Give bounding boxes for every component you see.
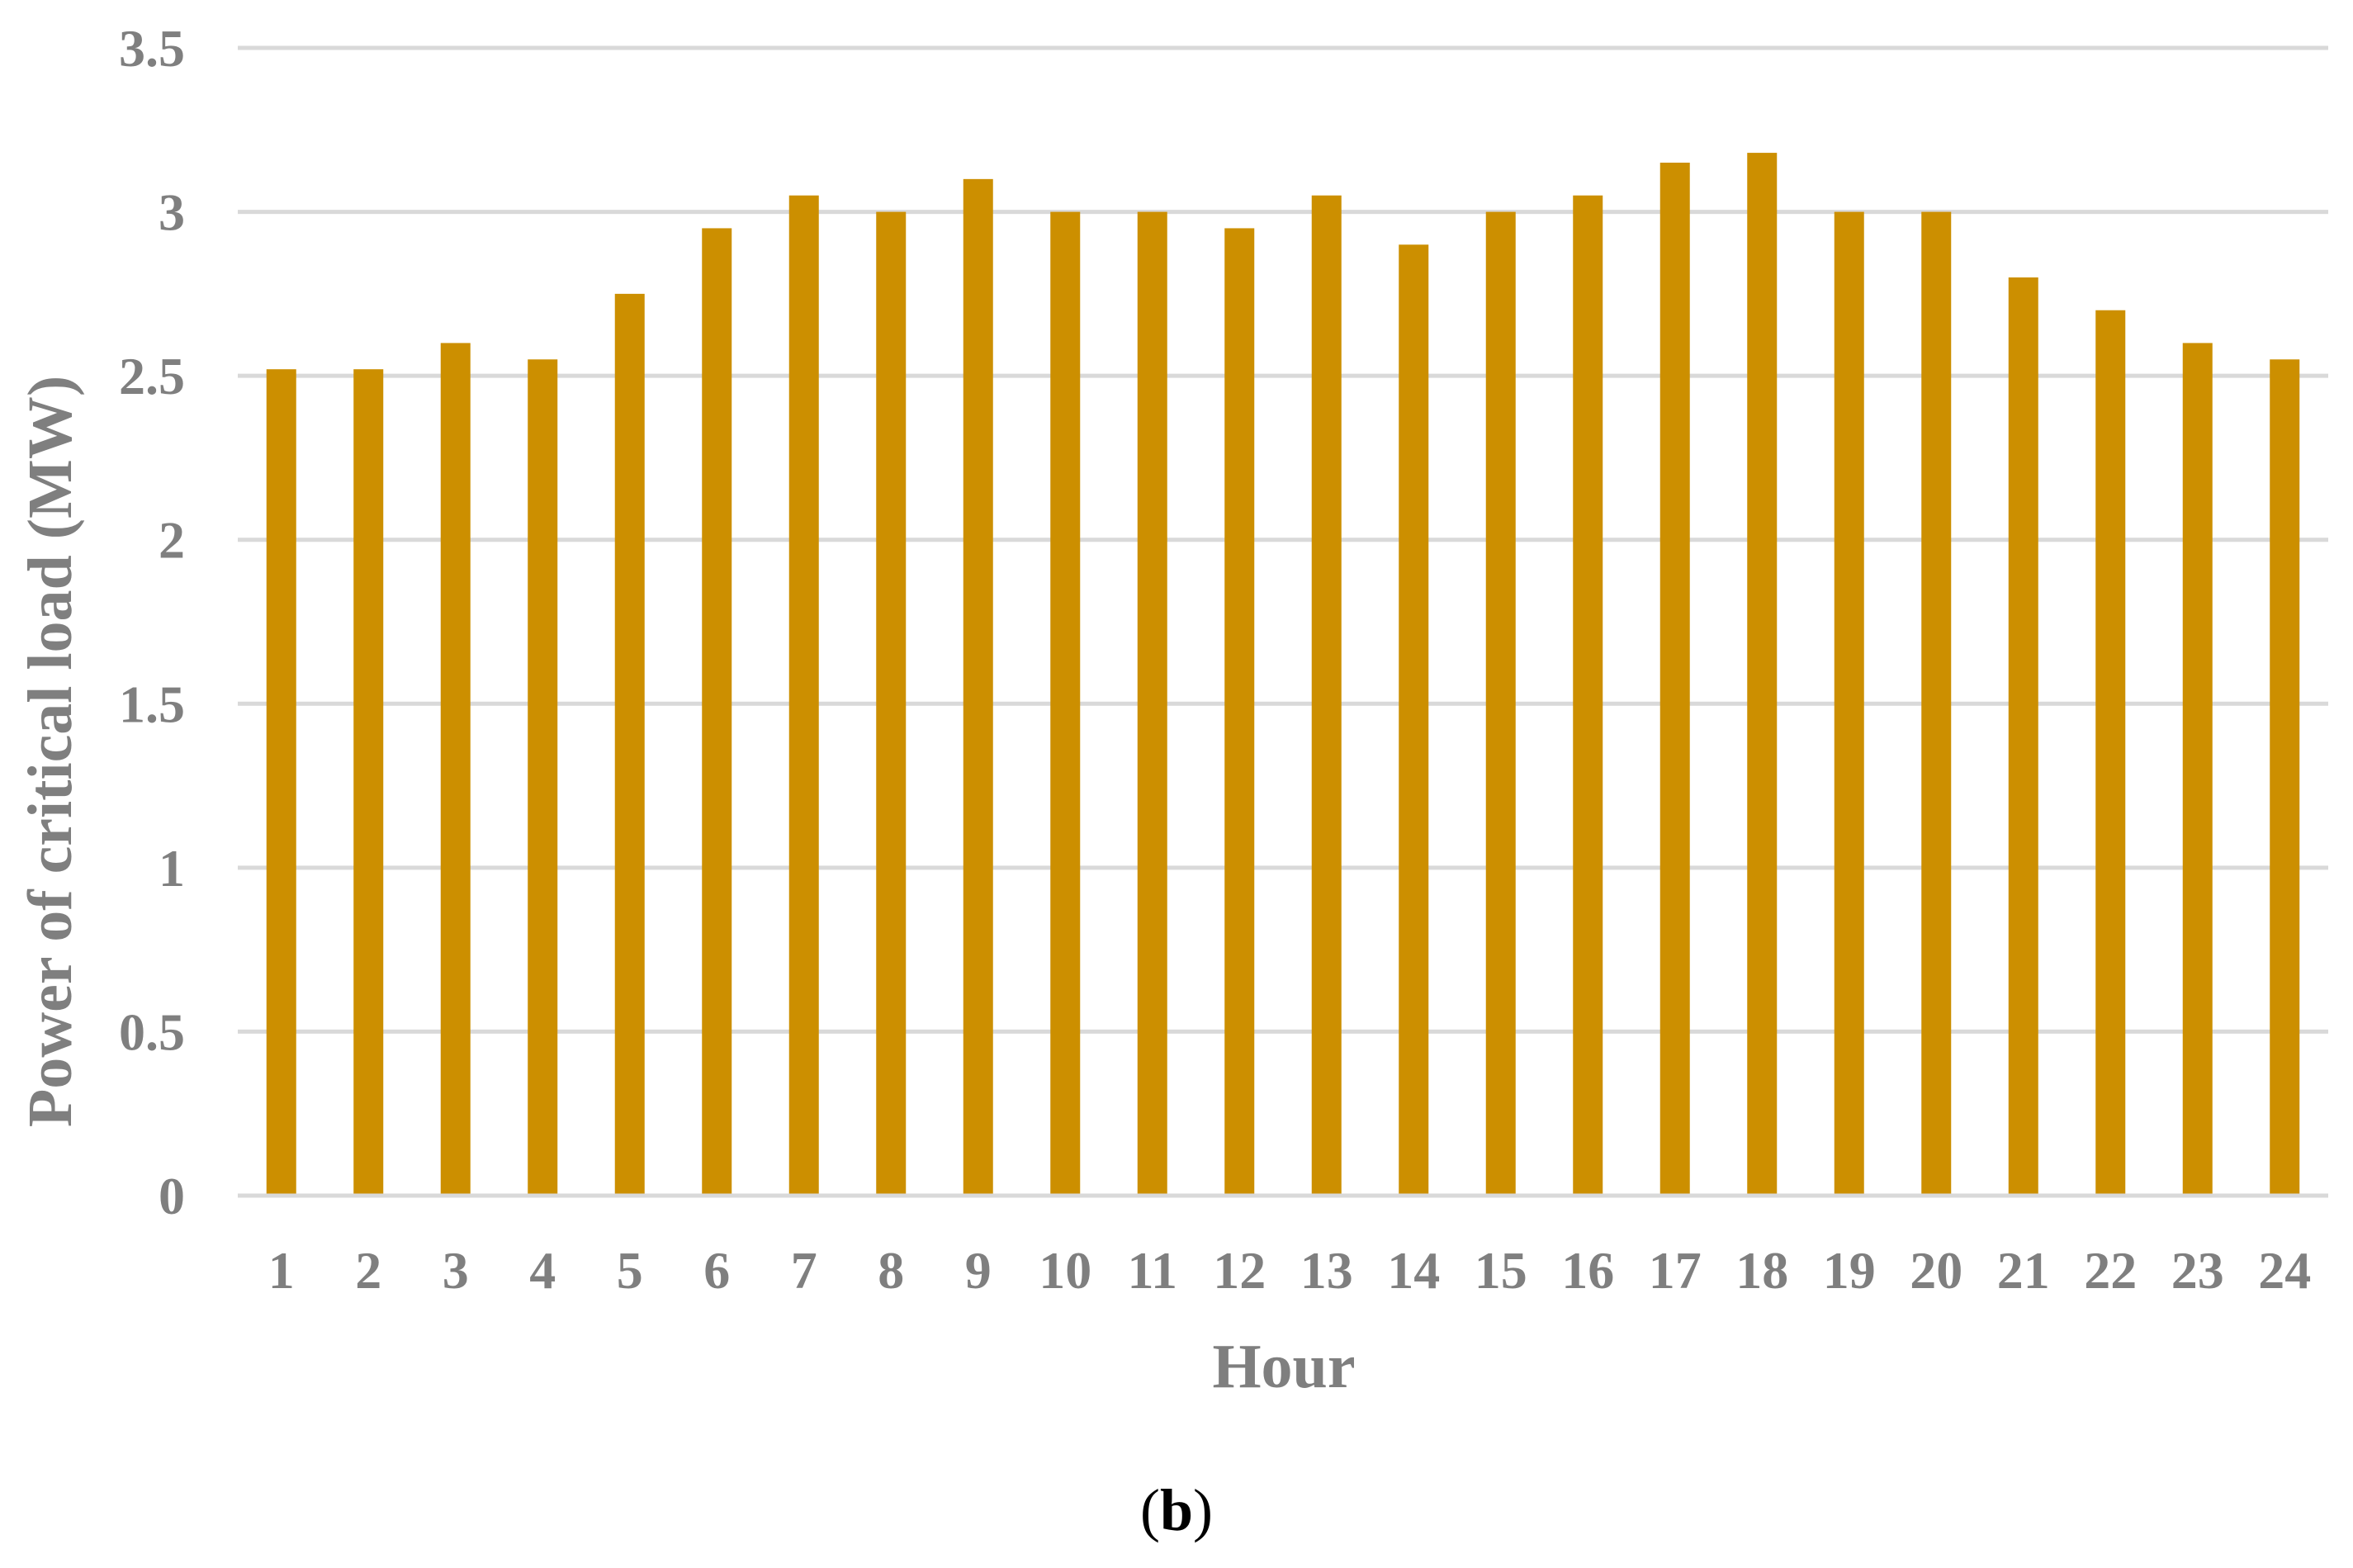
bar-hour-24 <box>2270 359 2300 1196</box>
x-tick-label: 6 <box>703 1241 730 1300</box>
y-tick-label: 2 <box>159 511 185 570</box>
bar-hour-5 <box>614 293 645 1196</box>
y-tick-label: 1.5 <box>119 675 185 733</box>
x-tick-label: 16 <box>1561 1241 1614 1300</box>
x-tick-label: 4 <box>529 1241 556 1300</box>
bar-hour-14 <box>1399 244 1429 1196</box>
y-tick-label: 3.5 <box>119 19 185 78</box>
x-tick-label: 14 <box>1387 1241 1440 1300</box>
x-tick-label: 2 <box>355 1241 381 1300</box>
y-tick-label: 3 <box>159 183 185 242</box>
bar-hour-10 <box>1050 211 1081 1196</box>
x-tick-label: 5 <box>617 1241 643 1300</box>
x-tick-label: 19 <box>1823 1241 1876 1300</box>
x-tick-label: 11 <box>1128 1241 1177 1300</box>
x-axis-title: Hour <box>1212 1332 1355 1401</box>
bar-hour-3 <box>440 343 471 1196</box>
x-tick-label: 21 <box>1997 1241 2050 1300</box>
x-tick-label: 3 <box>443 1241 469 1300</box>
bar-hour-21 <box>2008 277 2038 1196</box>
bar-hour-1 <box>266 369 296 1196</box>
x-tick-label: 12 <box>1213 1241 1266 1300</box>
x-tick-label: 23 <box>2171 1241 2224 1300</box>
caption-open-paren: ( <box>1140 1477 1160 1543</box>
bar-hour-22 <box>2095 310 2126 1196</box>
y-tick-label: 0.5 <box>119 1002 185 1061</box>
bar-hour-2 <box>353 369 384 1196</box>
x-tick-label: 13 <box>1300 1241 1353 1300</box>
bars <box>238 153 2328 1198</box>
x-tick-label: 9 <box>965 1241 992 1300</box>
x-tick-label: 8 <box>878 1241 904 1300</box>
y-tick-label: 2.5 <box>119 347 185 405</box>
y-tick-label: 1 <box>159 839 185 898</box>
bar-hour-18 <box>1747 153 1778 1196</box>
bar-hour-17 <box>1659 163 1690 1196</box>
x-tick-label: 22 <box>2084 1241 2137 1300</box>
bar-hour-20 <box>1921 211 1952 1196</box>
bar-hour-6 <box>702 228 732 1196</box>
bar-hour-12 <box>1224 228 1255 1196</box>
x-tick-label: 7 <box>791 1241 817 1300</box>
x-axis-tick-labels: 1 2 3 4 5 6 7 8 9 10 11 12 13 14 15 16 17 18 19 20 21 22 23 24 <box>268 1241 2312 1300</box>
y-tick-label: 0 <box>159 1167 185 1225</box>
x-tick-label: 20 <box>1910 1241 1962 1300</box>
gridlines <box>238 45 2328 1198</box>
figure-caption: (b) <box>1140 1477 1213 1543</box>
caption-close-paren: ) <box>1193 1477 1213 1543</box>
x-tick-label: 1 <box>268 1241 295 1300</box>
x-tick-label: 18 <box>1735 1241 1788 1300</box>
y-axis-tick-labels: 0 0.5 1 1.5 2 2.5 3 3.5 <box>119 19 185 1225</box>
bar-hour-9 <box>963 178 993 1196</box>
x-tick-label: 15 <box>1475 1241 1527 1300</box>
bar-hour-23 <box>2182 343 2213 1196</box>
bar-hour-13 <box>1311 195 1342 1196</box>
bar-hour-15 <box>1485 211 1516 1196</box>
x-tick-label: 10 <box>1039 1241 1091 1300</box>
bar-hour-4 <box>528 359 558 1196</box>
x-tick-label: 24 <box>2258 1241 2311 1300</box>
y-axis-title: Power of critical load (MW) <box>16 376 85 1127</box>
caption-letter: b <box>1160 1477 1193 1543</box>
bar-hour-19 <box>1834 211 1864 1196</box>
bar-hour-7 <box>788 195 819 1196</box>
x-tick-label: 17 <box>1649 1241 1702 1300</box>
bar-hour-11 <box>1137 211 1167 1196</box>
bar-hour-16 <box>1573 195 1603 1196</box>
bar-hour-8 <box>876 211 907 1196</box>
